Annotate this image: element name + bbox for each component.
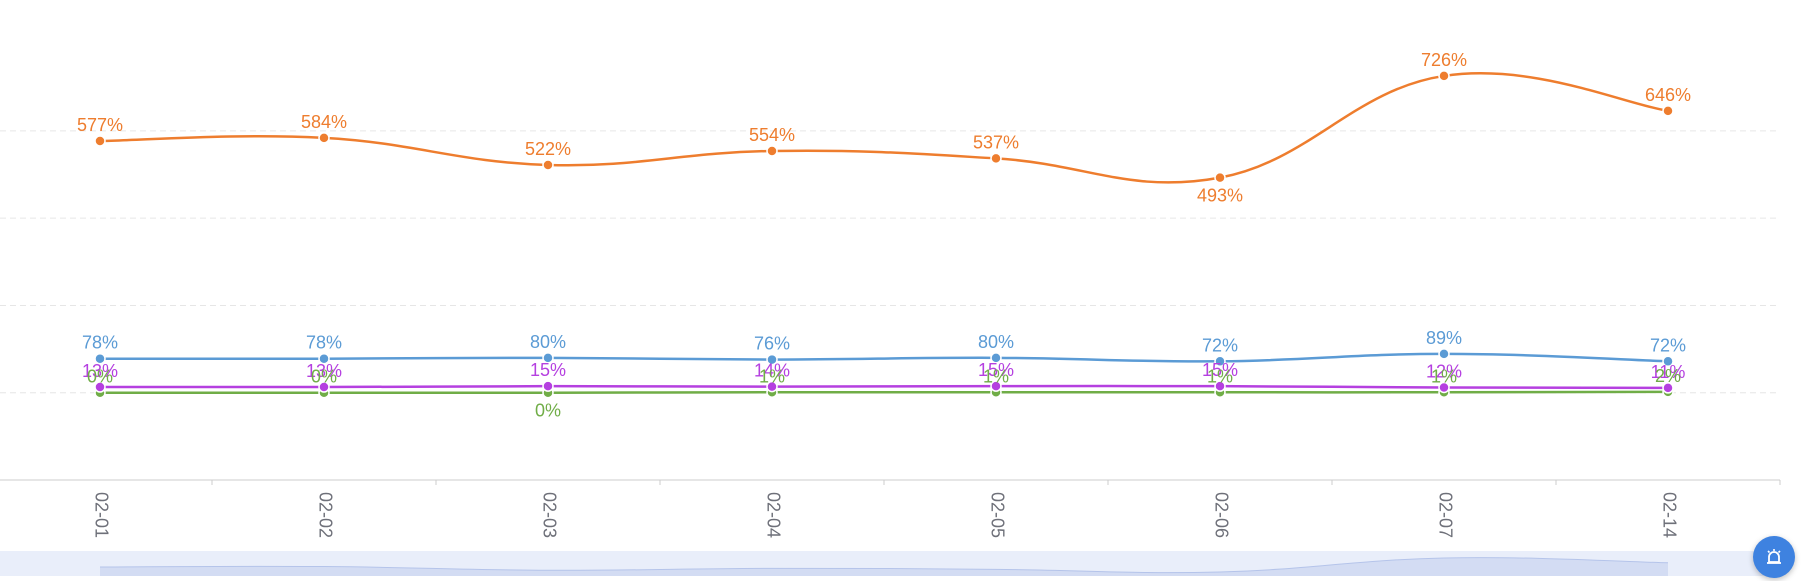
data-label: 15%: [1202, 360, 1238, 380]
data-label: 80%: [530, 332, 566, 352]
x-tick-label: 02-06: [1211, 492, 1231, 538]
data-point[interactable]: [1662, 105, 1674, 117]
data-point[interactable]: [94, 352, 106, 365]
data-label: 14%: [754, 361, 790, 381]
data-label: 0%: [535, 401, 561, 421]
data-label: 78%: [306, 333, 342, 353]
alarm-icon: [1767, 549, 1781, 564]
data-label: 13%: [306, 361, 342, 381]
data-label: 80%: [978, 332, 1014, 352]
data-labels: 577% 584% 522% 554% 537% 493% 726% 646% 78% 78% 80…: [77, 50, 1691, 421]
data-label: 726%: [1421, 50, 1467, 70]
data-point[interactable]: [318, 381, 330, 393]
data-label: 646%: [1645, 85, 1691, 105]
data-label: 12%: [1426, 361, 1462, 381]
data-label: 493%: [1197, 186, 1243, 206]
data-point[interactable]: [318, 352, 330, 365]
series-line: [99, 384, 1669, 390]
data-point[interactable]: [1662, 382, 1674, 394]
data-point[interactable]: [94, 381, 106, 393]
data-point[interactable]: [990, 352, 1002, 364]
data-label: 577%: [77, 115, 123, 135]
data-point[interactable]: [1438, 381, 1450, 394]
zoom-preview-line: [99, 557, 1669, 574]
x-axis: 02-01 02-02 02-03 02-04 02-05 02-06 02-07 02-14: [0, 479, 1781, 538]
data-label: 0%: [311, 367, 337, 387]
data-label: 1%: [983, 366, 1009, 386]
data-label: 584%: [301, 112, 347, 132]
data-label: 1%: [759, 366, 785, 386]
data-point[interactable]: [94, 135, 106, 147]
series-line: [99, 352, 1669, 363]
series-lines: [94, 70, 1674, 399]
data-label: 72%: [1202, 335, 1238, 355]
data-label: 15%: [530, 360, 566, 380]
grid-lines: [0, 130, 1780, 394]
data-point[interactable]: [1438, 348, 1450, 360]
data-point[interactable]: [1214, 355, 1226, 368]
data-label: 72%: [1650, 335, 1686, 355]
data-point[interactable]: [542, 380, 554, 392]
data-point[interactable]: [766, 353, 778, 366]
data-point[interactable]: [318, 132, 330, 144]
data-label: 0%: [87, 367, 113, 387]
data-point[interactable]: [766, 380, 778, 393]
zoom-preview-area: [100, 557, 1668, 576]
x-tick-label: 02-01: [91, 492, 111, 538]
data-point[interactable]: [1438, 70, 1450, 82]
data-label: 1%: [1207, 366, 1233, 386]
data-point[interactable]: [542, 159, 554, 171]
data-label: 89%: [1426, 328, 1462, 348]
x-tick-label: 02-14: [1659, 492, 1679, 538]
x-tick-label: 02-07: [1435, 492, 1455, 538]
x-tick-label: 02-02: [315, 492, 335, 538]
data-label: 13%: [82, 361, 118, 381]
alarm-button[interactable]: [1753, 536, 1795, 578]
series-line: [99, 72, 1669, 184]
data-label: 554%: [749, 125, 795, 145]
data-point[interactable]: [766, 145, 778, 157]
x-tick-label: 02-04: [763, 492, 783, 538]
data-point[interactable]: [542, 352, 554, 364]
data-point[interactable]: [1662, 355, 1674, 368]
data-label: 2%: [1655, 366, 1681, 386]
x-tick-label: 02-03: [539, 492, 559, 538]
data-label: 76%: [754, 334, 790, 354]
data-label: 1%: [1431, 366, 1457, 386]
data-label: 537%: [973, 132, 1019, 152]
data-label: 15%: [978, 360, 1014, 380]
data-point[interactable]: [1214, 380, 1226, 392]
data-label: 78%: [82, 333, 118, 353]
data-label: 11%: [1651, 362, 1686, 382]
data-label: 522%: [525, 139, 571, 159]
x-tick-label: 02-05: [987, 492, 1007, 538]
series-line: [99, 390, 1669, 395]
data-point[interactable]: [1214, 171, 1226, 184]
data-zoom-slider[interactable]: [0, 551, 1780, 576]
data-point[interactable]: [990, 380, 1002, 392]
data-point[interactable]: [990, 152, 1002, 165]
